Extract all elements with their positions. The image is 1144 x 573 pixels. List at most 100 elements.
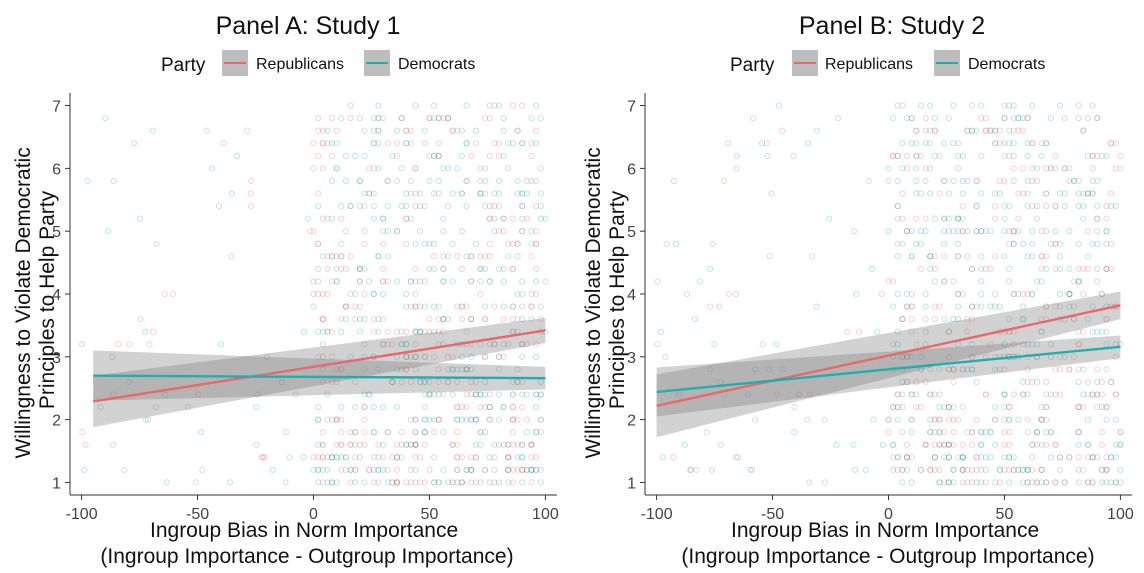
- panel-a-point: [472, 391, 479, 398]
- panel-b-point: [1066, 303, 1073, 310]
- panel-a-point: [324, 479, 331, 486]
- panel-b-point: [1029, 253, 1036, 260]
- panel-b-point: [1052, 391, 1059, 398]
- panel-b-point: [1098, 466, 1105, 473]
- panel-b-point: [927, 466, 934, 473]
- panel-a-point: [412, 416, 419, 423]
- panel-b-point: [1057, 391, 1064, 398]
- panel-b-point: [1103, 366, 1110, 373]
- panel-a-point: [366, 165, 373, 172]
- panel-a-point: [421, 479, 428, 486]
- panel-b-point: [890, 454, 897, 461]
- panel-b-point: [964, 316, 971, 323]
- panel-b-point: [1052, 228, 1059, 235]
- panel-a-point: [398, 378, 405, 385]
- panel-a-point: [356, 454, 363, 461]
- panel-b-point: [1075, 278, 1082, 285]
- panel-a-point: [370, 466, 377, 473]
- panel-a-point: [412, 303, 419, 310]
- panel-b-point: [978, 228, 985, 235]
- panel-a-point: [500, 115, 507, 122]
- panel-b-point: [908, 353, 915, 360]
- panel-b-point: [945, 441, 952, 448]
- panel-b-point: [885, 177, 892, 184]
- panel-a-point: [389, 479, 396, 486]
- panel-a-point: [375, 316, 382, 323]
- panel-b-point: [1098, 429, 1105, 436]
- panel-b-point: [950, 429, 957, 436]
- panel-a-point: [329, 140, 336, 147]
- panel-b-point: [908, 391, 915, 398]
- panel-a-point: [505, 140, 512, 147]
- panel-b-fit-line-republicans: [656, 304, 1121, 407]
- panel-a-point: [458, 265, 465, 272]
- panel-a-point: [398, 165, 405, 172]
- panel-a-point: [514, 290, 521, 298]
- panel-a-point: [412, 416, 419, 423]
- panel-b-point: [1075, 429, 1082, 436]
- panel-b-point: [992, 366, 999, 373]
- panel-b-point: [973, 203, 980, 210]
- panel-a-point: [435, 152, 442, 159]
- panel-a-point: [528, 303, 535, 310]
- panel-b-point: [1103, 265, 1110, 272]
- panel-b-point: [904, 152, 911, 159]
- panel-a-point: [431, 115, 438, 122]
- panel-a-point: [324, 140, 331, 147]
- panel-a-point: [356, 265, 363, 272]
- panel-b-point: [1006, 441, 1013, 448]
- panel-a-point: [333, 416, 340, 423]
- panel-a-point: [514, 441, 521, 448]
- panel-a-point: [375, 165, 382, 172]
- panel-b-point: [709, 240, 716, 247]
- panel-b-point: [941, 278, 948, 285]
- panel-a-point: [228, 253, 235, 260]
- panel-a-point: [431, 303, 438, 310]
- panel-b-point: [1112, 203, 1119, 210]
- panel-b-point: [1075, 265, 1082, 272]
- panel-a-point: [491, 466, 498, 473]
- panel-a-point: [431, 454, 438, 461]
- panel-b-point: [1112, 479, 1119, 486]
- panel-b-point: [1006, 416, 1013, 423]
- panel-b-point: [922, 441, 929, 448]
- panel-b-point: [973, 177, 980, 184]
- panel-b-point: [1098, 152, 1105, 159]
- panel-b-point: [1038, 479, 1045, 486]
- panel-a-point: [519, 466, 526, 473]
- panel-b-point: [870, 416, 877, 423]
- panel-b-point: [1019, 479, 1027, 486]
- panel-a-point: [247, 190, 254, 197]
- panel-a-point: [491, 140, 498, 147]
- panel-b-point: [766, 253, 773, 260]
- panel-a-point: [486, 278, 493, 285]
- panel-b-point: [1047, 429, 1054, 436]
- panel-a-point: [463, 140, 470, 147]
- panel-a-point: [393, 479, 401, 486]
- panel-b-point: [1010, 177, 1017, 184]
- panel-a-point: [533, 127, 540, 134]
- panel-a-point: [356, 316, 363, 323]
- panel-a-point: [403, 215, 410, 222]
- panel-b-point: [973, 454, 980, 461]
- panel-b-point: [1052, 265, 1059, 272]
- panel-b-point: [1112, 441, 1119, 448]
- panel-a-point: [150, 328, 157, 335]
- panel-a-point: [472, 479, 479, 486]
- panel-a-point: [454, 127, 461, 134]
- panel-b-point: [978, 429, 985, 436]
- panel-a-point: [315, 479, 322, 486]
- panel-a-point: [440, 316, 447, 323]
- panel-a-point: [407, 416, 414, 423]
- panel-b-point: [1061, 479, 1068, 486]
- panel-a-point: [315, 466, 322, 473]
- panel-b-point: [1098, 378, 1105, 385]
- panel-a-point: [431, 353, 438, 360]
- panel-b-point: [1117, 152, 1124, 159]
- panel-a-point: [356, 177, 363, 184]
- panel-a-point: [407, 303, 414, 310]
- panel-b-point: [1075, 454, 1082, 461]
- panel-a-point: [226, 479, 233, 486]
- panel-a-point: [519, 203, 526, 210]
- panel-b-point: [1033, 203, 1040, 210]
